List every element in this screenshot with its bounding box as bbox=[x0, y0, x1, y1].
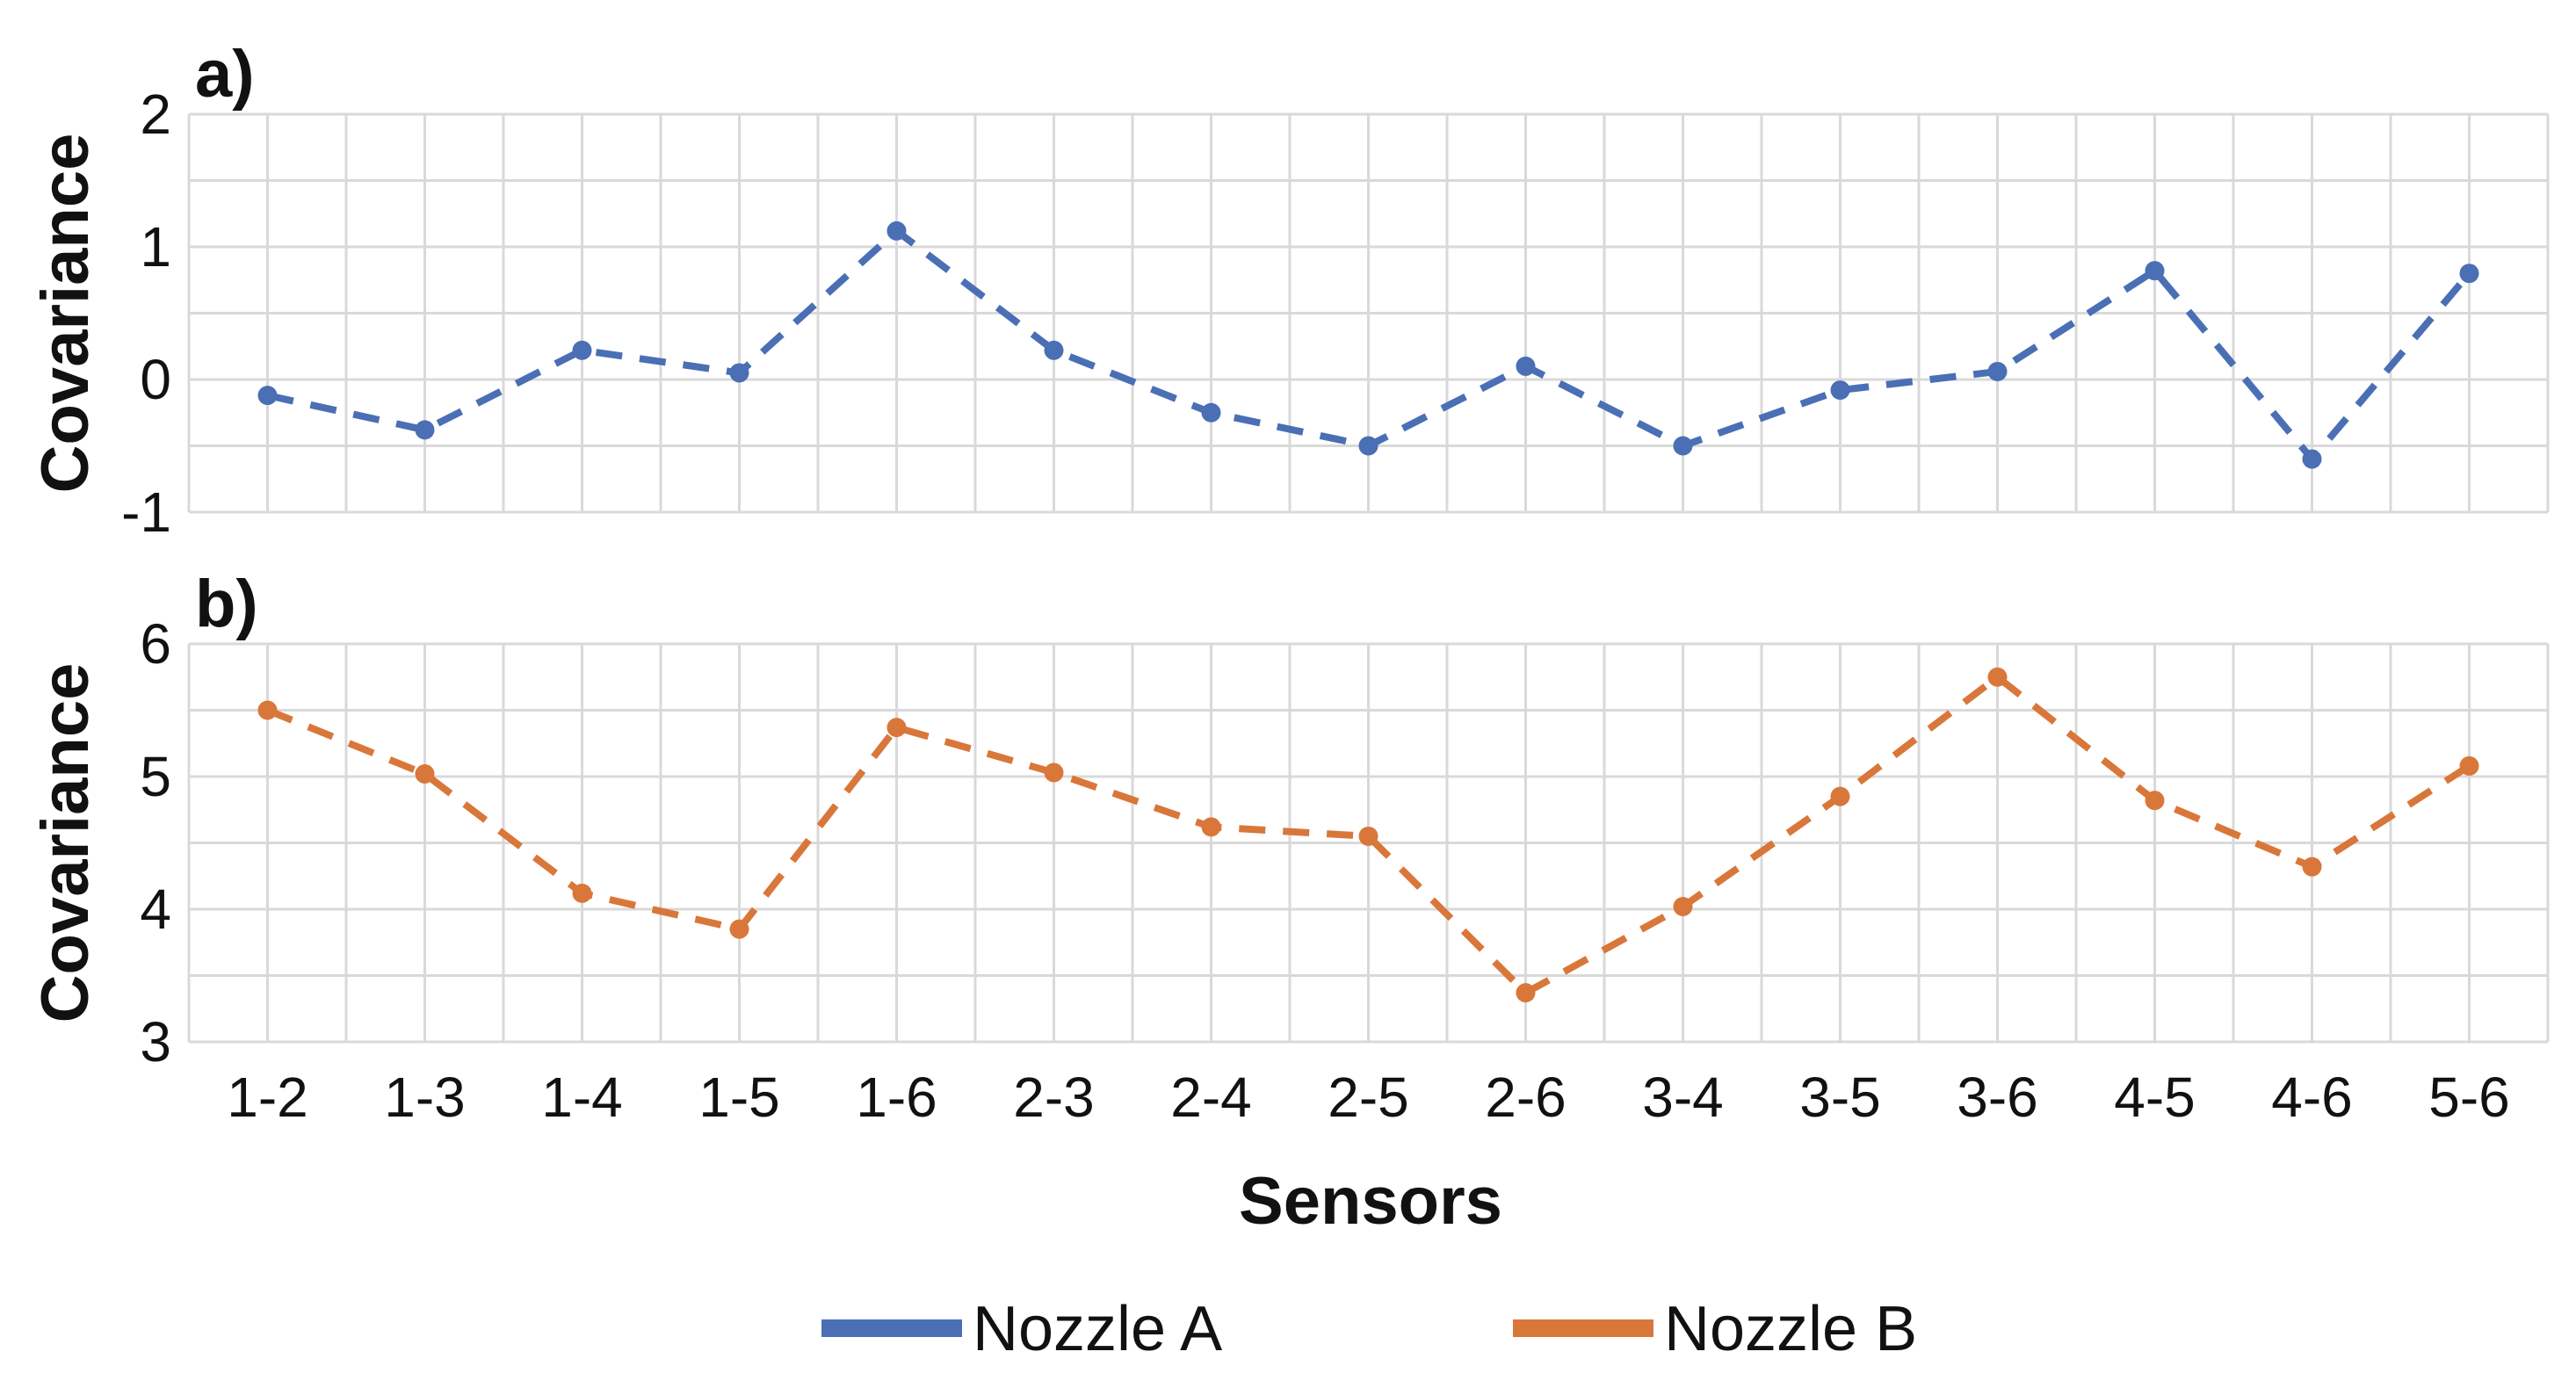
x-axis-title: Sensors bbox=[1239, 1164, 1502, 1239]
x-tick-label: 1-6 bbox=[856, 1066, 937, 1129]
x-tick-label: 2-3 bbox=[1013, 1066, 1095, 1129]
data-point bbox=[2145, 261, 2165, 281]
panel-a-chart: -1 0 1 2 Covariance a) bbox=[28, 37, 2550, 544]
x-tick-label: 2-4 bbox=[1170, 1066, 1252, 1129]
y-axis-title: Covariance bbox=[28, 663, 103, 1023]
y-tick-label: 2 bbox=[140, 83, 171, 146]
x-tick-label: 5-6 bbox=[2428, 1066, 2510, 1129]
data-point bbox=[1830, 380, 1850, 401]
y-tick-label: 6 bbox=[140, 612, 171, 676]
data-point bbox=[257, 386, 278, 406]
data-point bbox=[886, 220, 907, 241]
data-point bbox=[2145, 791, 2165, 811]
data-point bbox=[2302, 449, 2322, 469]
y-tick-label: 0 bbox=[140, 348, 171, 411]
data-point bbox=[415, 763, 435, 784]
data-point bbox=[1044, 763, 1064, 783]
series-line bbox=[265, 673, 2471, 997]
data-point bbox=[1673, 896, 1693, 916]
x-tick-label: 1-5 bbox=[698, 1066, 780, 1129]
data-point bbox=[572, 883, 592, 903]
data-point bbox=[2302, 857, 2322, 877]
data-point bbox=[257, 700, 278, 720]
data-point bbox=[1987, 667, 2008, 687]
x-tick-label: 3-4 bbox=[1642, 1066, 1724, 1129]
data-point bbox=[1673, 436, 1693, 456]
data-point bbox=[1358, 436, 1378, 456]
legend-label-nozzle-a: Nozzle A bbox=[973, 1294, 1222, 1364]
y-tick-label: 1 bbox=[140, 215, 171, 278]
y-tick-label: 4 bbox=[140, 878, 171, 941]
data-point bbox=[1201, 817, 1221, 837]
data-point bbox=[1516, 356, 1536, 376]
data-point bbox=[1358, 826, 1378, 846]
legend-item-nozzle-a: Nozzle A bbox=[821, 1294, 1222, 1364]
x-tick-label: 2-6 bbox=[1485, 1066, 1567, 1129]
y-tick-label: -1 bbox=[121, 481, 171, 544]
x-tick-label: 4-5 bbox=[2114, 1066, 2196, 1129]
x-tick-label: 3-5 bbox=[1799, 1066, 1881, 1129]
legend: Nozzle A Nozzle B bbox=[821, 1294, 1917, 1364]
data-point bbox=[2459, 755, 2479, 776]
data-point bbox=[729, 919, 749, 939]
data-point bbox=[2459, 264, 2479, 284]
x-tick-label: 3-6 bbox=[1957, 1066, 2038, 1129]
legend-label-nozzle-b: Nozzle B bbox=[1664, 1294, 1917, 1364]
data-point bbox=[415, 420, 435, 440]
data-point bbox=[729, 363, 749, 383]
y-axis-title: Covariance bbox=[28, 134, 103, 494]
x-tick-label: 1-2 bbox=[227, 1066, 308, 1129]
data-point bbox=[1516, 983, 1536, 1003]
panel-label: a) bbox=[195, 37, 255, 112]
data-point bbox=[886, 718, 907, 738]
legend-item-nozzle-b: Nozzle B bbox=[1513, 1294, 1917, 1364]
x-tick-label: 4-6 bbox=[2271, 1066, 2353, 1129]
y-tick-label: 3 bbox=[140, 1010, 171, 1073]
data-point bbox=[1044, 340, 1064, 360]
data-point bbox=[1201, 402, 1221, 423]
data-point bbox=[1987, 361, 2008, 381]
data-point bbox=[1830, 786, 1850, 806]
x-tick-label: 1-3 bbox=[384, 1066, 466, 1129]
x-tick-label: 2-5 bbox=[1328, 1066, 1409, 1129]
panel-label: b) bbox=[195, 567, 258, 641]
x-tick-label: 1-4 bbox=[541, 1066, 623, 1129]
y-tick-label: 5 bbox=[140, 745, 171, 808]
panel-b-chart: 3 4 5 6 Covariance b) 1-2 1-3 1-4 1-5 1-6 2-3 2-4 2-5… bbox=[28, 567, 2550, 1129]
data-point bbox=[572, 340, 592, 360]
